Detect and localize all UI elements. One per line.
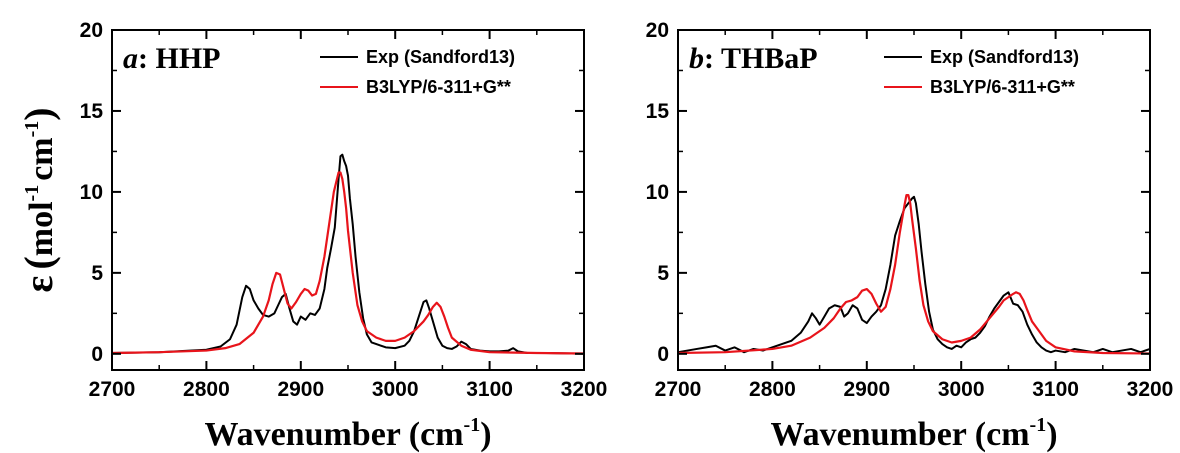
panel-b-series <box>677 194 1151 355</box>
y-axis-sup1: -1 <box>21 185 43 202</box>
panel-b-legend-calc-label: B3LYP/6-311+G** <box>930 77 1075 97</box>
y-axis-symbol: ε <box>16 276 61 293</box>
panel-b-x-axis-close: ) <box>1046 416 1057 453</box>
y-axis-title: ε(mol-1cm-1) <box>16 107 61 292</box>
y-axis-unit2: cm <box>23 137 60 180</box>
panel-b-legend: Exp (Sandford13) B3LYP/6-311+G** <box>884 47 1079 97</box>
panel-b-title: b: THBaP <box>689 42 818 75</box>
panel-a-legend-exp-label: Exp (Sandford13) <box>366 47 515 67</box>
panel-b-x-axis-text: Wavenumber (cm <box>770 416 1029 453</box>
panel-a-ytick-label: 5 <box>91 262 103 285</box>
panel-b-xtick-label: 3100 <box>1032 378 1079 401</box>
panel-a-series <box>111 153 585 355</box>
panel-b-ytick-label: 5 <box>657 262 669 285</box>
panel-b-letter: b <box>689 42 704 75</box>
panel-b-name: : THBaP <box>704 42 818 75</box>
panel-b-ticks <box>677 29 1151 370</box>
y-axis-unit1: mol <box>23 201 60 256</box>
panel-a-ytick-label: 0 <box>91 343 103 366</box>
panel-b-xtick-label: 3000 <box>938 378 985 401</box>
panel-b: 2700 2800 2900 3000 3100 3200 0 5 10 15 20 b: THB… <box>646 19 1174 401</box>
panel-a-xtick-label: 2800 <box>183 378 230 401</box>
panel-a-title: a: HHP <box>123 42 221 75</box>
panel-a-x-axis-title: Wavenumber (cm-1) <box>204 414 491 453</box>
y-axis-sup2: -1 <box>21 121 43 138</box>
panel-a-name: : HHP <box>138 42 221 75</box>
panel-b-x-axis-sup: -1 <box>1030 414 1047 436</box>
panel-b-legend-exp-label: Exp (Sandford13) <box>930 47 1079 67</box>
panel-b-xtick-label: 2700 <box>655 378 702 401</box>
panel-a-xtick-label: 3000 <box>372 378 419 401</box>
panel-a-series-calc-line <box>111 171 585 355</box>
panel-b-series-calc-line <box>677 194 1151 355</box>
panel-a-ticks <box>111 29 585 370</box>
panel-b-xtick-label: 2900 <box>843 378 890 401</box>
y-axis-open-paren: ( <box>16 256 61 269</box>
panel-b-xtick-label: 3200 <box>1127 378 1174 401</box>
panel-b-ytick-label: 15 <box>646 100 670 123</box>
panel-a-legend: Exp (Sandford13) B3LYP/6-311+G** <box>320 47 515 97</box>
panel-a-x-axis-sup: -1 <box>464 414 481 436</box>
panel-b-ytick-label: 20 <box>646 19 669 42</box>
panel-b-series-exp-line <box>677 195 1151 354</box>
panel-a-ytick-label: 10 <box>80 181 103 204</box>
panel-a-xtick-label: 2900 <box>277 378 324 401</box>
panel-b-x-axis-title: Wavenumber (cm-1) <box>770 414 1057 453</box>
panel-a-legend-calc-label: B3LYP/6-311+G** <box>366 77 511 97</box>
panel-a-xtick-label: 3100 <box>466 378 513 401</box>
y-axis-close-paren: ) <box>16 107 61 120</box>
panel-a: 2700 2800 2900 3000 3100 3200 0 5 10 15 20 a: HHP… <box>80 19 608 401</box>
panel-b-xtick-label: 2800 <box>749 378 796 401</box>
panel-a-series-exp-line <box>111 153 585 355</box>
panel-a-ytick-label: 20 <box>80 19 103 42</box>
panel-b-ytick-label: 0 <box>657 343 669 366</box>
panel-a-x-axis-close: ) <box>480 416 491 453</box>
panel-a-x-axis-text: Wavenumber (cm <box>204 416 463 453</box>
panel-b-ytick-label: 10 <box>646 181 669 204</box>
panel-a-ytick-label: 15 <box>80 100 104 123</box>
panel-a-xtick-label: 3200 <box>561 378 608 401</box>
panel-a-frame <box>111 29 585 371</box>
panel-a-xtick-label: 2700 <box>89 378 136 401</box>
panel-a-letter: a <box>123 42 138 75</box>
